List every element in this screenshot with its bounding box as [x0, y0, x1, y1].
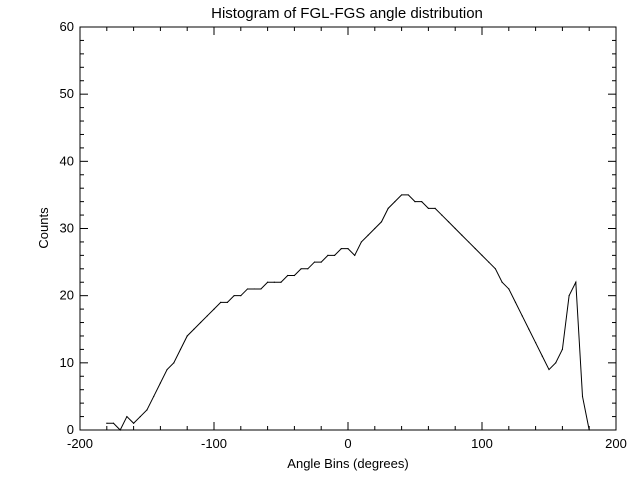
data-point	[501, 281, 503, 283]
data-point	[488, 261, 490, 263]
data-point	[387, 207, 389, 209]
data-point	[354, 254, 356, 256]
x-tick-label: -200	[67, 436, 93, 451]
data-point	[421, 201, 423, 203]
data-point	[447, 221, 450, 223]
data-point	[307, 268, 309, 270]
data-point	[441, 214, 443, 216]
x-axis: -200 -100 0 100 200	[67, 27, 627, 451]
y-tick-label: 40	[60, 153, 74, 168]
data-point	[260, 288, 262, 290]
data-point	[126, 415, 128, 418]
x-tick-label: 0	[344, 436, 351, 451]
data-point	[293, 274, 295, 277]
data-point	[508, 288, 510, 290]
data-point	[267, 281, 269, 283]
chart-title: Histogram of FGL-FGS angle distribution	[211, 5, 483, 22]
y-tick-label: 10	[60, 355, 74, 370]
data-point	[468, 241, 470, 243]
data-point	[514, 301, 517, 303]
data-point	[481, 254, 483, 256]
data-point	[327, 254, 329, 256]
data-point	[213, 308, 215, 310]
data-point	[139, 415, 141, 418]
y-tick-label: 50	[60, 86, 74, 101]
y-tick-label: 20	[60, 288, 74, 303]
data-point	[133, 422, 135, 424]
data-point	[253, 288, 255, 290]
x-tick-label: 200	[605, 436, 627, 451]
data-point	[541, 355, 543, 357]
data-point	[394, 201, 396, 203]
data-point	[159, 382, 161, 384]
data-point	[535, 342, 537, 344]
data-point	[179, 348, 182, 350]
data-point	[427, 207, 429, 209]
data-point	[374, 227, 376, 230]
data-point	[347, 248, 349, 250]
data-point	[206, 315, 208, 317]
x-axis-label: Angle Bins (degrees)	[287, 456, 408, 471]
data-point	[186, 335, 188, 337]
data-point	[548, 368, 550, 371]
y-tick-label: 0	[67, 422, 74, 437]
data-point	[173, 362, 175, 364]
data-point	[568, 295, 570, 297]
data-point	[287, 274, 289, 277]
data-point	[401, 194, 403, 196]
data-point	[575, 281, 577, 283]
data-point	[226, 301, 228, 303]
data-point	[273, 281, 275, 283]
data-point	[454, 227, 456, 230]
y-tick-label: 60	[60, 19, 74, 34]
data-point	[360, 241, 362, 243]
data-point	[434, 207, 436, 209]
data-point	[166, 368, 168, 371]
data-point	[521, 315, 523, 317]
data-point	[112, 422, 115, 424]
series-layer	[106, 194, 590, 431]
data-point	[474, 248, 476, 250]
data-point	[461, 234, 463, 236]
data-point	[528, 328, 530, 330]
data-point	[320, 261, 322, 263]
data-point	[193, 328, 195, 330]
data-point	[119, 429, 121, 431]
data-point	[588, 429, 590, 431]
y-tick-label: 30	[60, 221, 74, 236]
data-point	[220, 301, 222, 303]
x-tick-label: -100	[201, 436, 227, 451]
data-point	[380, 221, 383, 223]
data-point	[313, 261, 316, 263]
data-point	[246, 288, 249, 290]
data-point	[340, 248, 342, 250]
data-point	[555, 362, 557, 364]
data-point	[240, 295, 242, 297]
data-point	[300, 268, 302, 270]
data-point	[367, 234, 369, 236]
data-point	[581, 395, 584, 398]
data-point	[561, 348, 564, 350]
data-point	[106, 422, 108, 424]
data-point	[280, 281, 282, 283]
x-tick-label: 100	[471, 436, 493, 451]
data-point	[153, 395, 155, 398]
data-point	[233, 295, 235, 297]
data-point	[146, 409, 148, 411]
data-point	[414, 201, 416, 203]
data-point	[334, 254, 336, 256]
y-axis-label: Counts	[36, 207, 51, 249]
data-point	[494, 268, 496, 270]
y-axis: 0 10 20 30 40 50 60	[60, 19, 616, 437]
data-point	[407, 194, 409, 196]
data-point	[200, 321, 202, 324]
